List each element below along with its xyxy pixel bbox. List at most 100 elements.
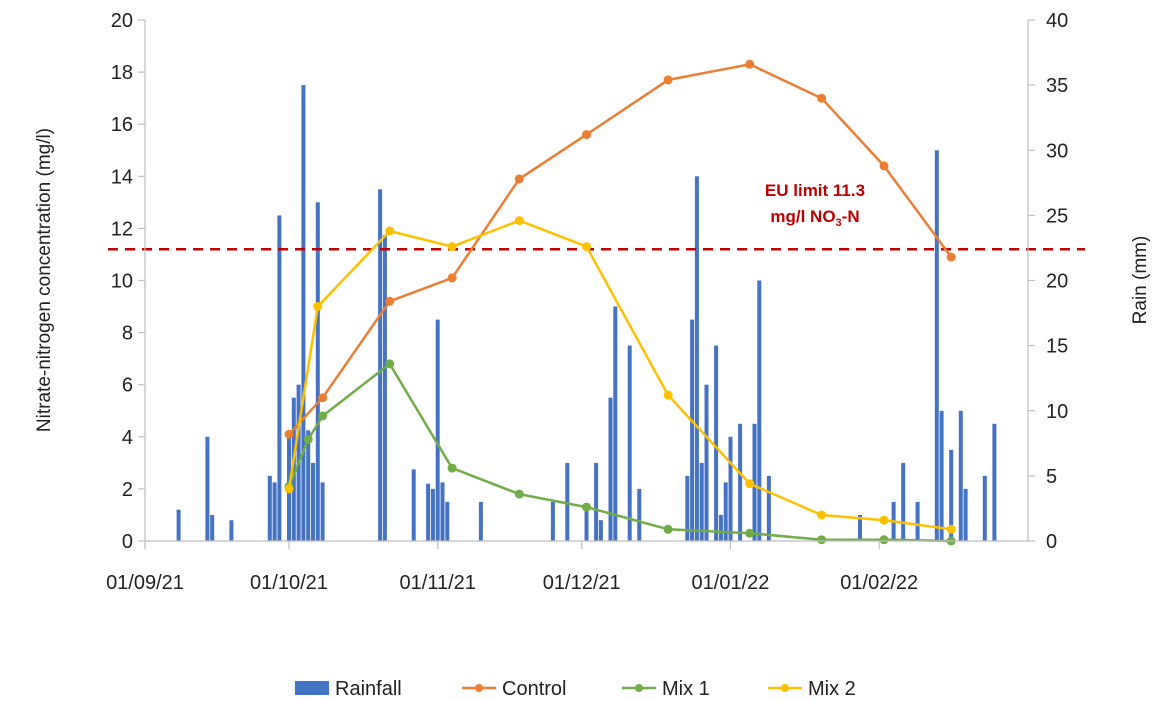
rainfall-bar-6: [277, 215, 282, 541]
annotation-line-2: mg/l NO3-N: [770, 207, 859, 229]
rainfall-bar-45: [766, 475, 771, 541]
y-left-tick-label-6: 6: [122, 375, 133, 397]
y-left-tick-label-2: 2: [122, 479, 133, 501]
y-left-tick-label-20: 20: [111, 10, 133, 32]
rainfall-bar-2: [210, 515, 215, 541]
series-point-mix-2-7: [745, 479, 755, 489]
series-point-control-3: [447, 273, 457, 283]
series-point-control-6: [663, 75, 673, 85]
rainfall-bar-12: [311, 462, 315, 541]
rainfall-bar-35: [694, 176, 699, 542]
series-point-control-7: [745, 59, 755, 69]
rainfall-bar-23: [478, 501, 483, 541]
rainfall-bar-0: [176, 509, 181, 541]
series-point-mix-1-5: [514, 489, 524, 499]
rainfall-bar-41: [728, 436, 733, 541]
y-left-tick-label-4: 4: [122, 427, 133, 449]
legend-marker-mix-2: [781, 684, 789, 692]
rainfall-bar-34: [690, 319, 695, 541]
rainfall-bar-18: [426, 483, 431, 541]
y-left-tick-label-18: 18: [111, 62, 133, 84]
y-right-tick-label-15: 15: [1046, 336, 1068, 358]
rainfall-bar-48: [901, 462, 906, 541]
rainfall-bar-51: [939, 410, 944, 542]
annotation-line-2-suffix: -N: [842, 207, 860, 226]
rainfall-bar-4: [267, 475, 272, 541]
legend-label-control: Control: [502, 678, 566, 700]
x-tick-label-5: 01/02/22: [840, 572, 918, 594]
legend-label-rainfall: Rainfall: [335, 678, 402, 700]
rainfall-bar-1: [205, 436, 210, 541]
eu-limit-annotation: EU limit 11.3 mg/l NO3-N: [765, 181, 865, 229]
series-point-mix-2-5: [582, 242, 591, 252]
y-left-tick-label-10: 10: [111, 271, 133, 293]
y-left-tick-label-8: 8: [122, 323, 133, 345]
legend-swatch-rainfall: [295, 681, 329, 695]
series-point-control-10: [946, 252, 956, 262]
rainfall-bar-11: [306, 430, 311, 541]
x-tick-label-3: 01/12/21: [543, 572, 621, 594]
series-point-mix-1-2: [318, 411, 328, 421]
series-point-mix-1-4: [447, 463, 457, 473]
y-right-axis-title: Rain (mm): [1130, 236, 1151, 325]
rainfall-bars: [176, 85, 997, 542]
rainfall-bar-39: [718, 515, 723, 541]
y-left-tick-label-16: 16: [111, 114, 133, 136]
y-left-tick-label-14: 14: [111, 166, 133, 188]
rainfall-bar-43: [752, 423, 757, 541]
y-right-tick-label-0: 0: [1046, 531, 1057, 553]
annotation-line-2-prefix: mg/l NO: [770, 207, 835, 226]
series-point-mix-2-2: [385, 226, 395, 236]
y-left-tick-label-12: 12: [111, 218, 133, 240]
series-point-mix-1-3: [385, 359, 395, 369]
rainfall-bar-27: [594, 462, 599, 541]
rainfall-bar-17: [411, 469, 416, 541]
annotation-line-2-subscript: 3: [836, 217, 842, 229]
series-point-mix-1-7: [663, 524, 673, 534]
rainfall-bar-13: [315, 202, 320, 542]
y-left-axis-title: Nitrate-nitrogen concentration (mg/l): [34, 128, 55, 432]
series-point-mix-2-8: [817, 510, 827, 520]
rainfall-bar-42: [738, 423, 743, 541]
series-point-control-1: [318, 393, 328, 403]
rainfall-bar-52: [949, 449, 954, 541]
series-point-control-5: [582, 130, 591, 140]
y-right-tick-label-25: 25: [1046, 205, 1068, 227]
rainfall-bar-56: [992, 423, 997, 541]
rainfall-bar-38: [714, 345, 719, 541]
rainfall-bar-19: [430, 488, 435, 541]
series-point-mix-1-8: [745, 528, 755, 538]
series-point-mix-2-4: [514, 216, 524, 226]
series-point-control-8: [817, 93, 827, 103]
rainfall-bar-31: [627, 345, 632, 541]
y-right-tick-label-10: 10: [1046, 401, 1068, 423]
series-point-mix-2-0: [284, 484, 294, 494]
rainfall-bar-22: [445, 501, 450, 541]
axes: 0 2 4 6 8 10 12 14 16 18 20 0 5 10 15 20 25 30 35 40 01/09/2…: [106, 10, 1068, 594]
series-point-mix-2-6: [663, 390, 673, 400]
y-right-tick-label-40: 40: [1046, 10, 1068, 32]
rainfall-bar-3: [229, 520, 234, 541]
rainfall-bar-10: [301, 85, 306, 541]
rainfall-bar-33: [685, 475, 690, 541]
rainfall-bar-30: [613, 306, 618, 541]
x-tick-label-1: 01/10/21: [250, 572, 328, 594]
x-tick-label-0: 01/09/21: [106, 572, 184, 594]
series-point-mix-2-1: [313, 302, 323, 311]
legend-label-mix-1: Mix 1: [662, 678, 710, 700]
rainfall-bar-55: [982, 475, 987, 541]
rainfall-bar-53: [958, 410, 963, 542]
series-point-mix-2-9: [879, 515, 889, 525]
rainfall-bar-15: [378, 189, 383, 542]
x-tick-label-4: 01/01/22: [692, 572, 770, 594]
legend-marker-mix-1: [635, 684, 643, 692]
y-right-tick-label-30: 30: [1046, 140, 1068, 162]
rainfall-bar-36: [699, 462, 704, 541]
rainfall-bar-26: [584, 507, 589, 541]
rainfall-bar-49: [915, 501, 920, 541]
series-point-control-9: [879, 161, 889, 171]
series-point-mix-2-3: [447, 242, 457, 252]
series-point-mix-1-9: [817, 535, 827, 545]
rainfall-bar-46: [858, 515, 862, 541]
rainfall-bar-14: [320, 482, 325, 541]
